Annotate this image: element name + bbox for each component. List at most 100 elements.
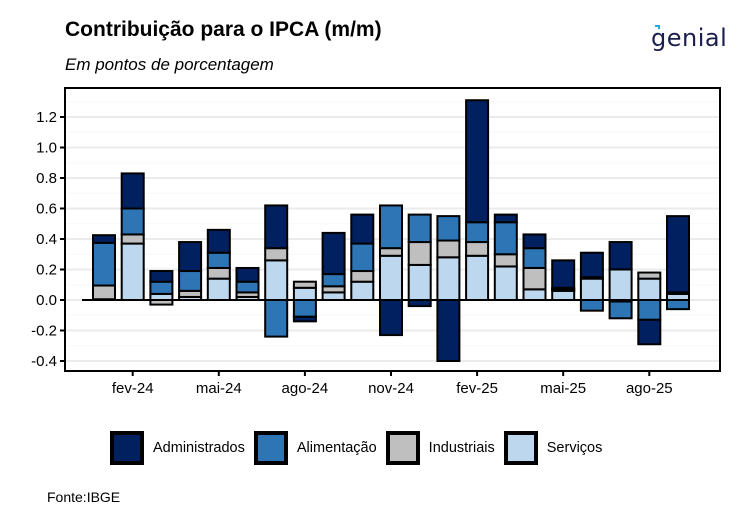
y-tick-label: 1.2 [36,109,57,126]
bar-segment-administrados [235,266,260,283]
y-tick-label: 0.6 [36,201,57,218]
bar-stack-fev-25 [465,99,490,301]
bar-stack-out-24 [350,213,375,302]
legend-swatch [253,431,288,465]
bar-stack-dez-24 [407,213,432,308]
x-tick-label: ago-24 [282,380,329,397]
bar-stack-set-24 [321,231,346,301]
bar-segment-administrados [120,172,145,210]
bar-segment-servios [579,277,604,301]
bar-segment-alimentao [120,207,145,236]
legend-label: Serviços [546,440,603,456]
bar-segment-alimentao [235,280,260,294]
y-tick-label: 1.0 [36,140,57,157]
bar-segment-administrados [465,99,490,224]
bar-segment-administrados [579,251,604,279]
y-tick-label: 0.8 [36,170,57,187]
bar-segment-alimentao [407,213,432,244]
bar-segment-administrados [551,259,576,289]
bar-segment-servios [379,254,403,301]
bar-segment-alimentao [206,251,231,269]
bar-stack-fev-24 [120,172,145,301]
x-tick-label: mai-25 [540,380,586,397]
bar-segment-alimentao [522,247,547,269]
bar-stack-abr-24 [178,241,203,302]
bar-segment-alimentao [321,273,346,288]
bar-segment-alimentao [149,280,174,295]
x-tick-label: fev-25 [456,380,498,397]
legend-item-industriais: Industriais [385,431,495,465]
bar-segment-administrados [321,231,346,276]
bar-segment-servios [292,286,317,301]
bar-segment-alimentao [579,299,604,312]
bar-segment-servios [522,288,547,302]
bar-segment-alimentao [465,221,490,244]
bar-segment-administrados [637,318,662,346]
bar-segment-alimentao [264,299,289,338]
bar-stack-ago-25 [637,271,662,346]
bar-segment-industriais [92,284,116,301]
legend-label: Alimentação [296,440,377,456]
legend-item-administrados: Administrados [110,431,245,465]
bar-segment-alimentao [379,204,403,250]
x-tick-label: mai-24 [196,380,242,397]
plot-frame [64,87,721,372]
bars [92,99,690,362]
bar-segment-administrados [436,299,461,362]
bar-segment-servios [436,256,461,301]
y-axis: -0.4 -0.2 0.0 0.2 0.4 0.6 0.8 1.0 1.2 [31,109,65,370]
bar-segment-alimentao [92,241,116,287]
chart-title: Contribuição para o IPCA (m/m) [65,18,382,41]
bar-segment-administrados [149,270,174,283]
bar-segment-industriais [350,270,375,283]
y-tick-label: 0.4 [36,231,57,248]
bar-segment-industriais [206,266,231,280]
bar-segment-servios [321,291,346,301]
bar-segment-servios [608,268,633,301]
genial-logo: genial [651,24,727,52]
bar-segment-servios [120,242,145,301]
logo-text: genial [651,24,728,52]
bar-segment-industriais [379,247,403,257]
bar-segment-administrados [292,315,317,323]
bar-stack-set-25 [666,215,690,311]
bar-stack-mar-25 [493,213,518,302]
bar-segment-servios [350,280,375,302]
logo-accent-icon [655,25,660,29]
bar-stack-jun-24 [235,266,260,302]
bar-segment-industriais [465,241,490,257]
bar-segment-servios [465,254,490,301]
bar-stack-jul-25 [608,241,633,320]
bar-segment-alimentao [666,299,690,311]
bar-segment-servios [551,289,576,302]
bar-stack-jun-25 [579,251,604,312]
bar-segment-industriais [264,247,289,262]
bar-segment-administrados [264,204,289,250]
legend-swatch [385,431,420,465]
y-tick-label: -0.2 [31,323,57,340]
y-tick-label: -0.4 [31,353,57,370]
bar-segment-alimentao [436,215,461,242]
y-tick-label: 0.0 [36,292,57,309]
legend: Administrados Alimentação Industriais Servi… [110,431,611,465]
bar-segment-servios [264,259,289,302]
bar-segment-alimentao [292,299,317,318]
bar-segment-industriais [522,266,547,291]
legend-label: Industriais [428,440,495,456]
bar-segment-administrados [350,213,375,245]
bar-segment-administrados [522,233,547,250]
bar-segment-industriais [493,253,518,268]
bar-segment-administrados [608,241,633,271]
bar-segment-industriais [407,241,432,266]
bar-segment-administrados [178,241,203,273]
legend-label: Administrados [153,440,245,456]
bar-stack-jul-24 [264,204,289,338]
x-tick-label: ago-25 [626,380,673,397]
bar-segment-servios [206,277,231,301]
bar-segment-industriais [436,239,461,259]
bar-segment-administrados [666,215,690,294]
bar-segment-industriais [292,280,317,289]
legend-swatch [503,431,538,465]
bar-segment-alimentao [637,299,662,321]
